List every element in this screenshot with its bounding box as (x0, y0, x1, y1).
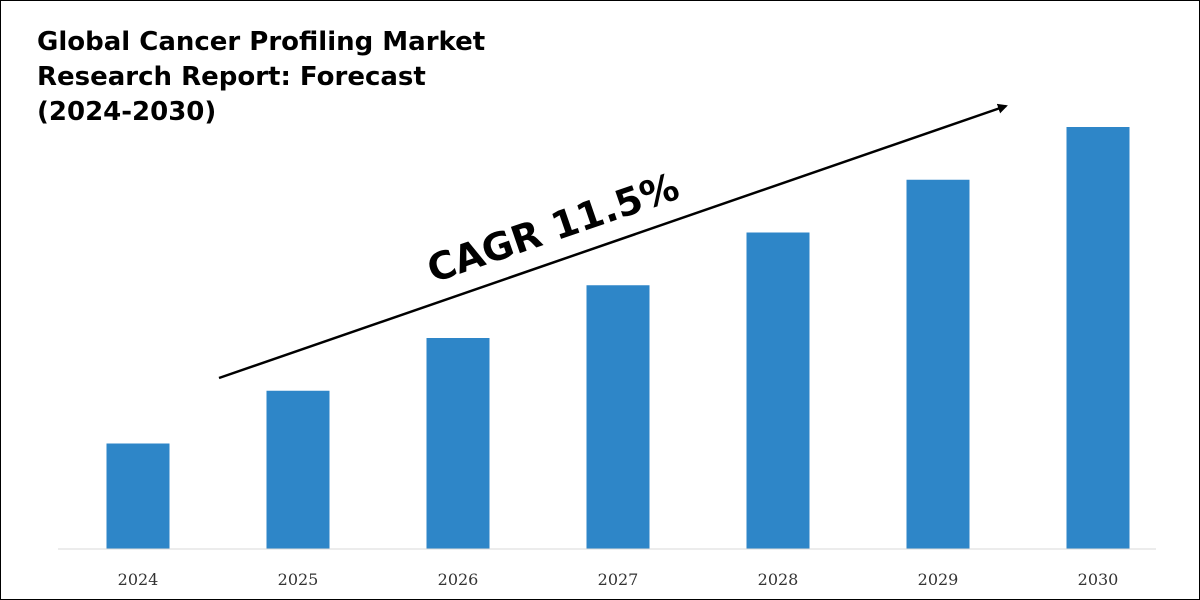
bar-2026 (426, 338, 490, 549)
chart-title-line-2: Research Report: Forecast (37, 62, 426, 92)
chart-title-line-3: (2024-2030) (37, 97, 217, 127)
x-tick-label-2025: 2025 (278, 570, 319, 589)
bar-2027 (586, 285, 650, 549)
x-tick-label-2027: 2027 (598, 570, 639, 589)
x-tick-label-2029: 2029 (918, 570, 959, 589)
bar-2024 (106, 443, 170, 549)
cagr-trend-arrow (218, 103, 1008, 380)
x-axis-tick-labels: 2024 2025 2026 2027 2028 2029 2030 (118, 570, 1119, 589)
x-tick-label-2026: 2026 (438, 570, 479, 589)
bar-2025 (266, 390, 330, 549)
x-tick-label-2024: 2024 (118, 570, 159, 589)
cagr-annotation: CAGR 11.5% (422, 164, 685, 291)
chart-title: Global Cancer Profiling Market Research … (37, 25, 485, 130)
chart-title-line-1: Global Cancer Profiling Market (37, 27, 486, 57)
bar-2028 (746, 232, 810, 549)
bar-series (106, 127, 1130, 549)
bar-2030 (1066, 127, 1130, 549)
bar-2029 (906, 179, 970, 549)
x-tick-label-2028: 2028 (758, 570, 799, 589)
x-tick-label-2030: 2030 (1078, 570, 1119, 589)
